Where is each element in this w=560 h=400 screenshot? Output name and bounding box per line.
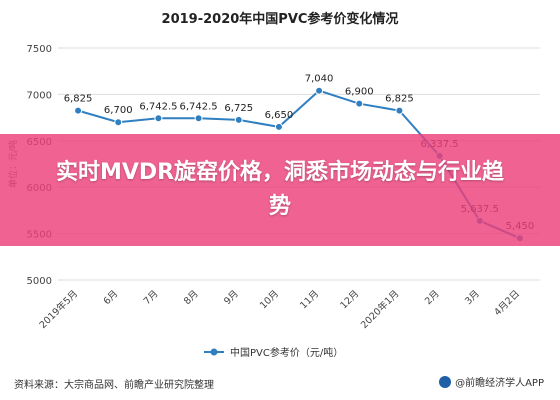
y-tick-label: 7500: [27, 44, 52, 55]
y-tick-label: 5000: [27, 276, 52, 287]
data-label: 6,700: [104, 105, 133, 116]
data-point: [355, 99, 364, 108]
promo-banner: 实时MVDR旋窑价格，洞悉市场动态与行业趋势: [0, 134, 560, 246]
x-tick-label: 7月: [142, 288, 161, 307]
data-label: 6,725: [224, 103, 253, 114]
x-tick-label: 10月: [258, 288, 281, 311]
data-label: 6,650: [265, 110, 294, 121]
brand-logo-icon: [439, 375, 452, 388]
x-tick-label: 12月: [338, 288, 361, 311]
data-point: [395, 106, 404, 115]
brand-text: @前瞻经济学人APP: [455, 378, 544, 389]
x-tick-label: 6月: [102, 288, 121, 307]
data-point: [114, 118, 123, 127]
data-point: [154, 114, 163, 123]
x-tick-label: 2019年5月: [37, 288, 80, 331]
legend-marker: [210, 348, 218, 356]
data-label: 6,742.5: [179, 101, 217, 112]
data-label: 6,825: [385, 94, 414, 105]
data-point: [234, 115, 243, 124]
data-point: [274, 122, 283, 131]
x-tick-label: 8月: [182, 288, 201, 307]
chart-title: 2019-2020年中国PVC参考价变化情况: [161, 12, 399, 27]
x-tick-label: 2020年1月: [358, 288, 401, 331]
data-label: 6,742.5: [139, 101, 177, 112]
data-point: [74, 106, 83, 115]
legend-label: 中国PVC参考价（元/吨）: [230, 346, 343, 359]
data-point: [315, 86, 324, 95]
banner-text: 实时MVDR旋窑价格，洞悉市场动态与行业趋势: [55, 160, 505, 219]
data-label: 7,040: [305, 74, 334, 85]
data-label: 6,900: [345, 87, 374, 98]
data-label: 6,825: [64, 94, 93, 105]
x-tick-label: 2月: [423, 288, 442, 307]
x-tick-label: 11月: [298, 288, 321, 311]
brand-credit: @前瞻经济学人APP: [439, 374, 544, 389]
x-tick-label: 4月2日: [492, 288, 522, 318]
data-point: [194, 114, 203, 123]
source-note: 资料来源：大宗商品网、前瞻产业研究院整理: [14, 380, 214, 391]
y-tick-label: 7000: [27, 90, 52, 101]
x-tick-label: 9月: [222, 288, 241, 307]
x-tick-label: 3月: [463, 288, 482, 307]
